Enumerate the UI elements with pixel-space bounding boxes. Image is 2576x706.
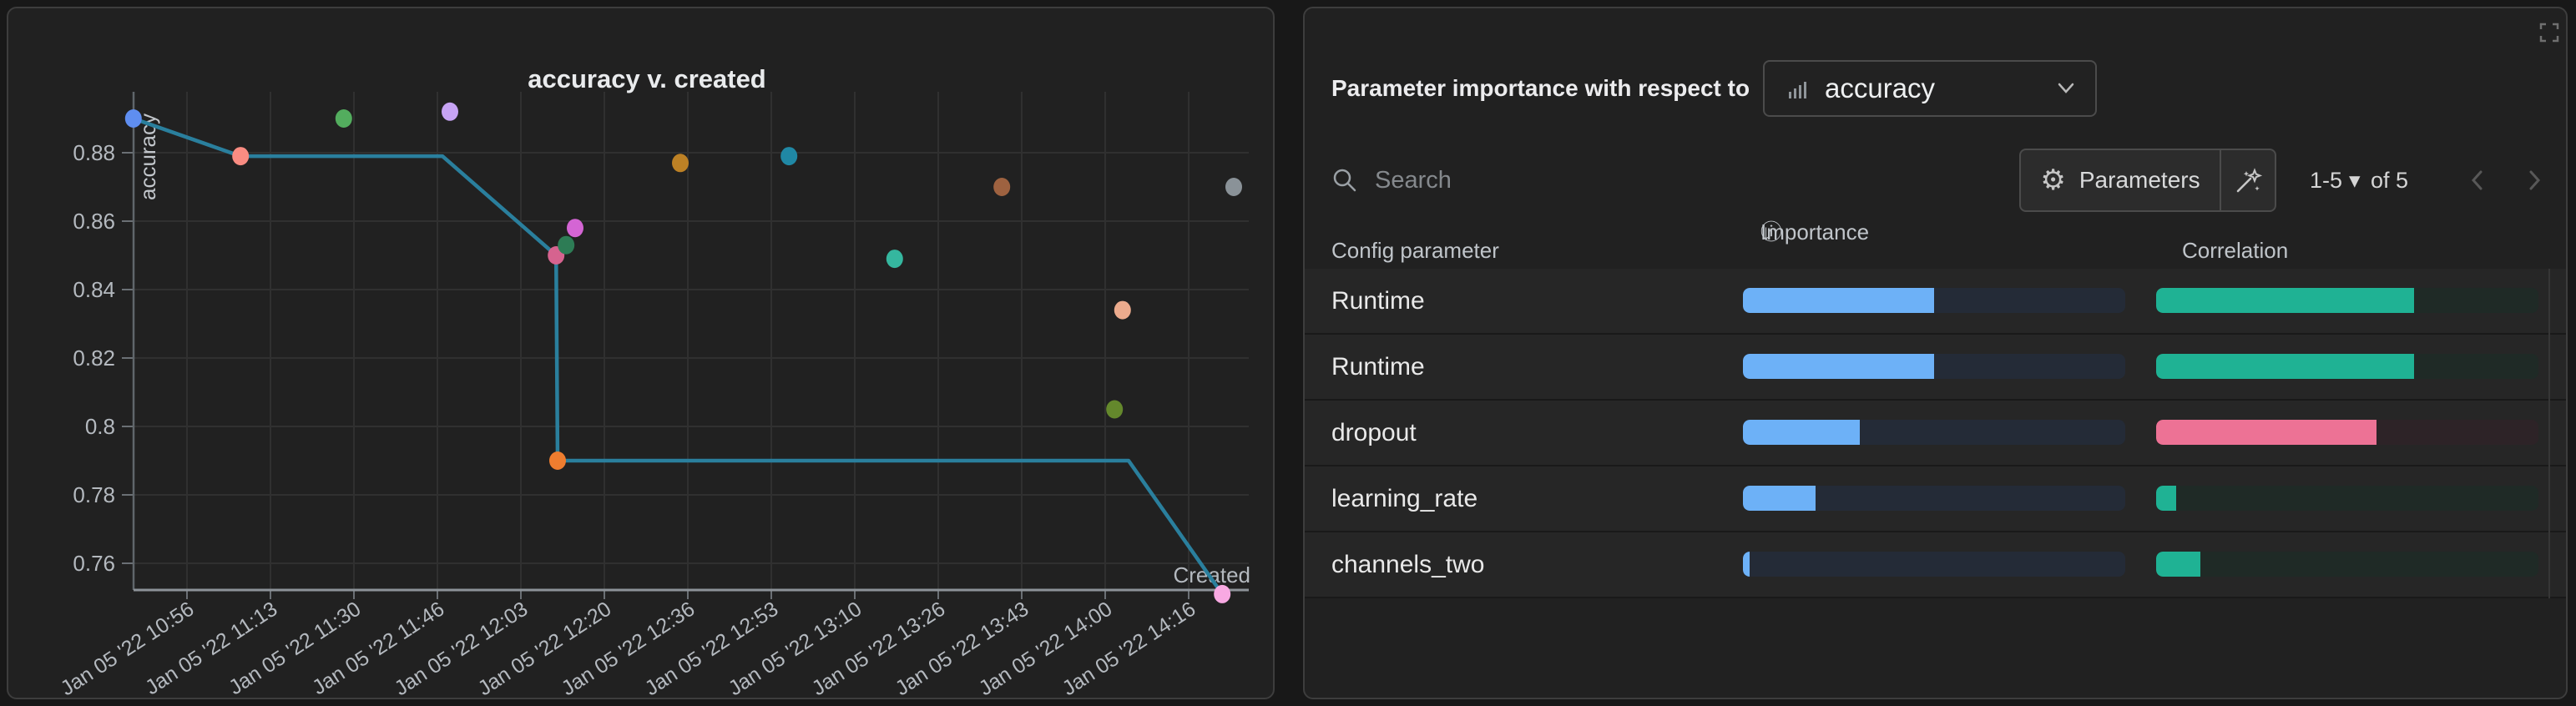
previous-page-button[interactable] <box>2467 169 2490 196</box>
importance-header-label: Importance <box>1760 219 1870 245</box>
search-icon <box>1333 169 1356 192</box>
config-parameter-name: learning_rate <box>1331 484 1478 512</box>
trend-line <box>131 116 1225 597</box>
info-icon[interactable]: ⓘ <box>1760 219 1783 245</box>
column-header-correlation[interactable]: Correlation <box>2182 238 2289 263</box>
panel-title: Parameter importance with respect to <box>1331 75 1750 101</box>
y-tick-label: 0.76 <box>73 551 115 576</box>
y-tick-label: 0.82 <box>73 345 115 371</box>
importance-bar-fill <box>1743 420 1860 445</box>
scatter-point-goldenrod[interactable] <box>672 154 689 173</box>
importance-bar-track <box>1743 486 2125 511</box>
parameter-importance-panel: Parameter importance with respect to acc… <box>1303 7 2568 699</box>
table-row[interactable]: channels_two <box>1305 532 2566 598</box>
table-row[interactable]: Runtime <box>1305 335 2566 401</box>
config-parameter-name: channels_two <box>1331 550 1485 578</box>
importance-bar-track <box>1743 552 2125 577</box>
table-row[interactable]: dropout <box>1305 401 2566 466</box>
scatter-point-orange[interactable] <box>549 451 566 470</box>
y-tick-label: 0.84 <box>73 277 115 302</box>
importance-bar-fill <box>1743 354 1934 379</box>
bar-chart-icon <box>1789 82 1806 98</box>
correlation-bar-fill <box>2156 354 2415 379</box>
x-axis-label: Created <box>1174 562 1251 587</box>
next-page-button[interactable] <box>2522 169 2545 196</box>
importance-bar-fill <box>1743 486 1816 511</box>
table-toolbar: ⚙ Parameters 1-5 ▾ of 5 <box>1305 149 2566 212</box>
magic-wand-button[interactable] <box>2220 150 2275 210</box>
scatter-point-pink[interactable] <box>1214 584 1231 603</box>
importance-bar-fill <box>1743 552 1750 577</box>
y-tick-label: 0.78 <box>73 482 115 507</box>
correlation-bar-track <box>2156 354 2538 379</box>
importance-bar-fill <box>1743 288 1934 313</box>
sort-descending-icon[interactable]: ↓ <box>1760 219 1771 245</box>
chevron-down-icon <box>2058 83 2074 93</box>
search-input[interactable] <box>1373 165 1827 195</box>
chevron-right-icon <box>2529 170 2541 190</box>
table-row[interactable]: Runtime <box>1305 269 2566 335</box>
y-tick-label: 0.86 <box>73 209 115 234</box>
scatter-point-green[interactable] <box>335 109 352 128</box>
pagination-range: 1-5 <box>2310 167 2343 193</box>
table-header-row: Config parameter Importance ⓘ ↓ Correlat… <box>1305 219 2566 269</box>
correlation-bar-track <box>2156 486 2538 511</box>
importance-bar-track <box>1743 288 2125 313</box>
scatter-point-salmon[interactable] <box>232 147 250 166</box>
scatter-point-dark-green[interactable] <box>558 235 575 255</box>
scatter-point-olive[interactable] <box>1106 400 1124 419</box>
correlation-bar-fill <box>2156 288 2415 313</box>
scatter-point-gray[interactable] <box>1225 178 1242 196</box>
y-tick-label: 0.88 <box>73 140 115 165</box>
correlation-bar-track <box>2156 552 2538 577</box>
scatter-point-blue[interactable] <box>124 109 142 128</box>
chart-title: accuracy v. created <box>528 64 766 93</box>
importance-bar-track <box>1743 420 2125 445</box>
panel-header: Parameter importance with respect to acc… <box>1331 60 2097 117</box>
correlation-bar-fill <box>2156 486 2176 511</box>
parameters-button-group: ⚙ Parameters <box>2019 149 2276 212</box>
scatter-point-peach[interactable] <box>1114 300 1131 320</box>
magic-wand-icon <box>2236 168 2262 193</box>
pagination-range-dropdown[interactable]: 1-5 ▾ <box>2310 149 2361 212</box>
correlation-bar-fill <box>2156 552 2201 577</box>
config-parameter-name: dropout <box>1331 418 1417 446</box>
config-parameter-name: Runtime <box>1331 352 1425 381</box>
parameters-button-label: Parameters <box>2078 167 2200 193</box>
scatter-point-teal-blue[interactable] <box>780 147 798 166</box>
caret-down-icon: ▾ <box>2349 167 2361 193</box>
chevron-left-icon <box>2471 170 2483 190</box>
correlation-bar-track <box>2156 420 2538 445</box>
y-tick-label: 0.8 <box>85 414 115 439</box>
scrollbar-track[interactable] <box>2548 269 2550 598</box>
config-parameter-name: Runtime <box>1331 286 1425 315</box>
correlation-bar-track <box>2156 288 2538 313</box>
correlation-bar-fill <box>2156 420 2376 445</box>
importance-table-body: Runtime Runtime dropout learning_rate <box>1305 269 2566 598</box>
pagination-total: of 5 <box>2371 167 2409 193</box>
scatter-point-teal-green[interactable] <box>886 250 903 269</box>
scatter-point-lavender[interactable] <box>442 102 458 121</box>
metric-dropdown-value: accuracy <box>1825 73 1936 103</box>
search-box[interactable] <box>1331 149 1866 212</box>
accuracy-chart-panel: Jan 05 '22 10:56 Jan 05 '22 11:13 Jan 05 '… <box>7 7 1275 699</box>
fullscreen-icon[interactable] <box>2538 21 2561 44</box>
scatter-point-orchid[interactable] <box>567 219 583 238</box>
importance-bar-track <box>1743 354 2125 379</box>
table-row[interactable]: learning_rate <box>1305 466 2566 532</box>
scatter-point-brown[interactable] <box>993 178 1011 196</box>
metric-dropdown[interactable]: accuracy <box>1763 60 2097 117</box>
column-header-config-parameter[interactable]: Config parameter <box>1331 238 1499 263</box>
parameters-button[interactable]: ⚙ Parameters <box>2021 150 2220 210</box>
gear-icon: ⚙ <box>2040 164 2066 196</box>
